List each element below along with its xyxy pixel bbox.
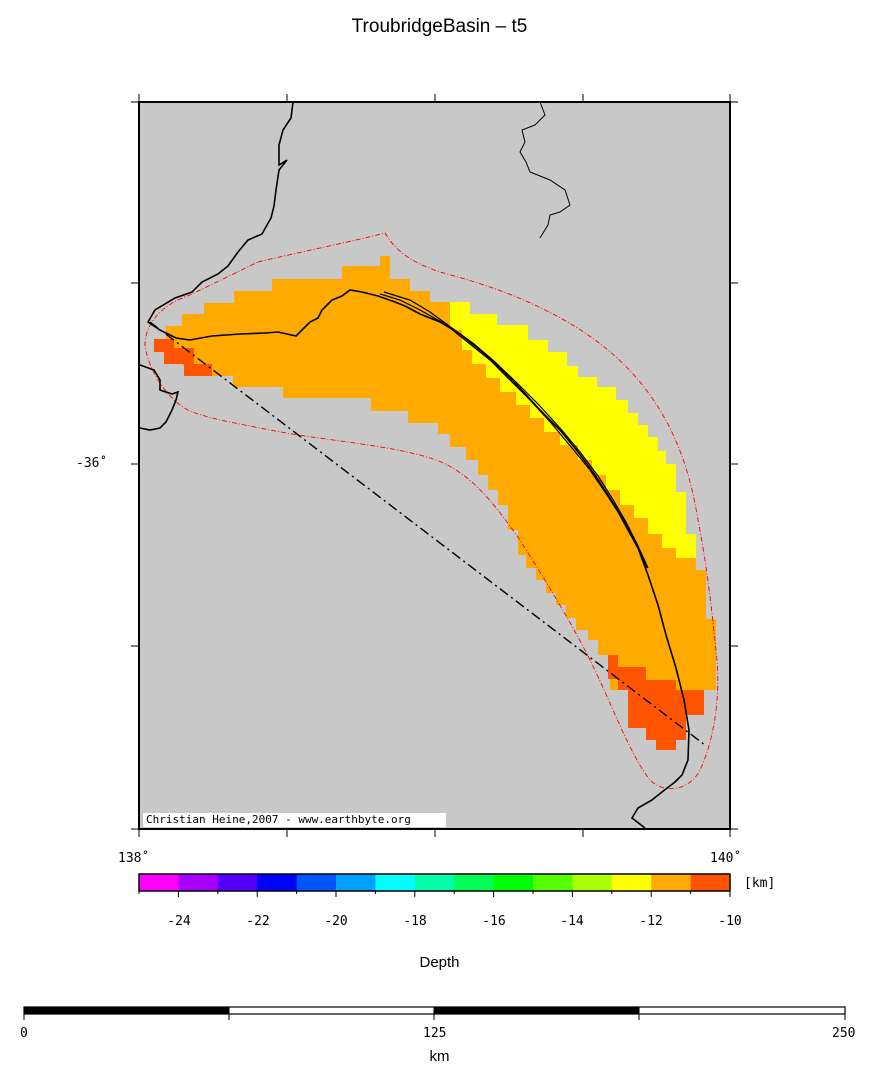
depth-region-yellow (450, 302, 696, 558)
colorbar (138, 874, 731, 897)
lon-left-label: 138˚ (118, 851, 150, 866)
colorbar-segment (257, 874, 298, 891)
scale-unit: km (429, 1048, 450, 1065)
map-ticks (131, 94, 738, 837)
credit-text: Christian Heine,2007 - www.earthbyte.org (146, 813, 411, 826)
colorbar-segment (296, 874, 337, 891)
colorbar-segment (611, 874, 652, 891)
colorbar-segment (139, 874, 179, 891)
scale-segment-3 (434, 1007, 639, 1014)
colorbar-segment (178, 874, 219, 891)
scale-label-start: 0 (20, 1026, 28, 1041)
lagoon-outer (383, 291, 649, 569)
river (519, 101, 571, 239)
colorbar-unit: [km] (744, 876, 776, 891)
colorbar-tick-label: -20 (324, 914, 348, 929)
coastline-peninsula (139, 364, 180, 431)
scale-segment-2 (228, 1006, 435, 1015)
colorbar-frame (138, 873, 731, 892)
scale-label-mid: 125 (423, 1026, 447, 1041)
colorbar-segment (533, 874, 573, 891)
colorbar-segment (493, 874, 534, 891)
map-title: TroubridgeBasin – t5 (351, 16, 528, 37)
colorbar-segment (454, 874, 495, 891)
depth-region-red-west (154, 339, 212, 376)
colorbar-segment (690, 874, 731, 891)
lat-tick-label: -36˚ (76, 456, 108, 471)
scale-label-end: 250 (832, 1026, 856, 1041)
colorbar-segment (572, 874, 613, 891)
lon-right-label: 140˚ (710, 851, 742, 866)
colorbar-tick-label: -10 (718, 914, 742, 929)
coastline (146, 101, 690, 829)
colorbar-title: Depth (419, 954, 460, 971)
scale-segment-4 (638, 1006, 846, 1015)
colorbar-tick-label: -16 (482, 914, 506, 929)
colorbar-segment (651, 874, 692, 891)
colorbar-tick-label: -12 (639, 914, 663, 929)
colorbar-segment (336, 874, 376, 891)
lagoon-inner (379, 293, 648, 569)
colorbar-segment (414, 874, 455, 891)
profile-line (149, 321, 706, 746)
colorbar-segment (375, 874, 416, 891)
colorbar-tick-label: -22 (246, 914, 270, 929)
colorbar-tick-label: -14 (560, 914, 584, 929)
colorbar-tick-label: -24 (167, 914, 191, 929)
scale-bar (23, 1006, 846, 1020)
colorbar-segment (217, 874, 258, 891)
scale-segment-1 (24, 1007, 229, 1014)
colorbar-tick-label: -18 (403, 914, 427, 929)
depth-region-orange (166, 256, 716, 702)
credit-box (143, 813, 446, 827)
